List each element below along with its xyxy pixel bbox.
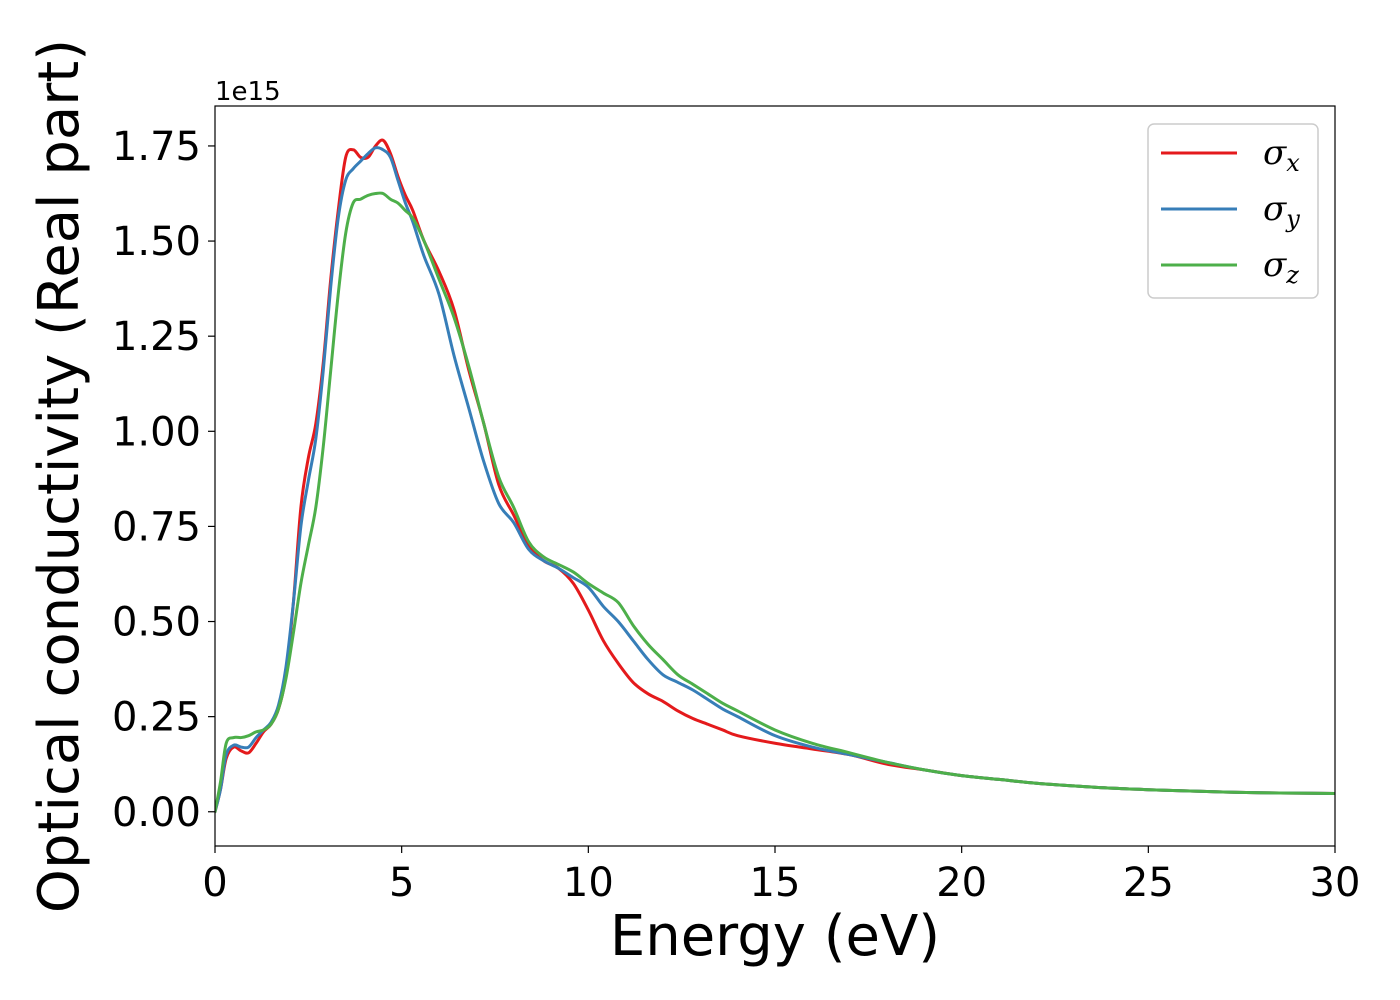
y-tick-label: 0.75 <box>112 504 201 550</box>
x-tick-label: 20 <box>936 860 987 906</box>
x-tick-label: 30 <box>1310 860 1361 906</box>
legend-label: σx <box>1263 133 1300 177</box>
series-line-z <box>215 191 1335 814</box>
y-axis: 0.00 0.25 0.50 0.75 1.00 1.25 1.50 1.75 <box>112 124 215 836</box>
legend-entry-x: σx <box>1161 133 1300 177</box>
x-tick-label: 25 <box>1123 860 1174 906</box>
x-tick-label: 10 <box>563 860 614 906</box>
x-axis: 0 5 10 15 20 25 30 <box>202 846 1360 906</box>
legend-entries: σx σy σz <box>1161 133 1300 289</box>
x-tick-label: 5 <box>389 860 414 906</box>
y-axis-title: Optical conductivity (Real part) <box>27 39 92 913</box>
legend-box <box>1147 123 1319 299</box>
y-tick-label: 1.00 <box>112 409 201 455</box>
x-tick-label: 0 <box>202 860 227 906</box>
series-layer <box>215 138 1335 814</box>
x-tick-label: 15 <box>750 860 801 906</box>
y-tick-label: 0.25 <box>112 695 201 741</box>
y-tick-label: 0.00 <box>112 790 201 836</box>
y-tick-label: 1.50 <box>112 219 201 265</box>
legend-entry-z: σz <box>1161 245 1299 289</box>
legend: σx σy σz <box>1147 123 1319 299</box>
legend-entry-y: σy <box>1161 189 1300 233</box>
x-axis-title: Energy (eV) <box>610 904 940 969</box>
y-tick-label: 0.50 <box>112 600 201 646</box>
y-tick-label: 1.75 <box>112 124 201 170</box>
y-offset-text: 1e15 <box>215 77 281 107</box>
legend-label: σz <box>1263 245 1299 289</box>
legend-label: σy <box>1263 189 1300 233</box>
y-tick-label: 1.25 <box>112 314 201 360</box>
